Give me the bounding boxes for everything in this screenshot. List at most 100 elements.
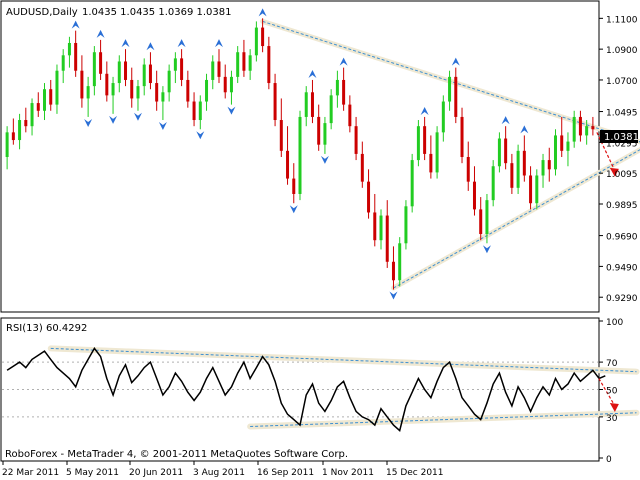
candle-body <box>124 61 128 80</box>
candle-body <box>99 52 103 74</box>
candle-body <box>130 79 134 99</box>
candle-body <box>61 55 65 71</box>
candle-body <box>86 86 90 99</box>
candle-body <box>167 70 171 93</box>
candle-body <box>36 103 40 111</box>
candle-body <box>348 104 352 127</box>
rsi-forecast-line <box>598 378 616 407</box>
fractal-up-marker <box>71 20 80 29</box>
fractal-up-marker <box>501 116 510 125</box>
candle-body <box>55 70 59 105</box>
rsi-lower-trendline <box>250 412 637 427</box>
candle-body <box>472 181 476 210</box>
candle-body <box>18 120 22 141</box>
candle-body <box>248 55 252 71</box>
x-tick-label: 5 May 2011 <box>66 468 119 478</box>
candle-body <box>292 178 296 194</box>
candle-body <box>229 76 233 93</box>
candle-body <box>323 123 327 145</box>
fractal-down-marker <box>109 115 118 124</box>
candle-body <box>510 163 514 188</box>
rsi-trendlines <box>47 345 640 430</box>
fractal-down-marker <box>227 106 236 115</box>
candle-body <box>317 116 321 145</box>
candle-body <box>367 181 371 213</box>
candle-body <box>379 215 383 241</box>
y-tick-label: 0.9290 <box>606 294 638 304</box>
candle-body <box>211 61 215 80</box>
candle-body <box>441 101 445 133</box>
x-tick-label: 1 Nov 2011 <box>322 468 374 478</box>
forecast-arrowhead <box>609 167 619 177</box>
candle-body <box>242 52 246 71</box>
fractal-up-marker <box>258 8 267 17</box>
x-tick-label: 20 Jun 2011 <box>129 468 183 478</box>
candle-body <box>560 135 564 151</box>
rsi-y-tick-label: 50 <box>606 387 618 397</box>
current-price-box <box>600 130 638 143</box>
price-candles <box>5 18 595 290</box>
candle-body <box>385 215 389 262</box>
fractal-up-marker <box>214 39 223 48</box>
rsi-forecast-arrowhead <box>609 402 619 412</box>
y-tick-label: 0.9690 <box>606 233 638 243</box>
candle-body <box>11 132 15 141</box>
candle-body <box>416 126 420 161</box>
candle-body <box>479 209 483 235</box>
candle-body <box>454 76 458 117</box>
candle-body <box>541 160 545 176</box>
lower-trendline <box>393 149 640 289</box>
candle-body <box>429 153 433 173</box>
candle-body <box>410 160 414 207</box>
candle-body <box>504 138 508 164</box>
candle-body <box>24 120 28 127</box>
candle-body <box>423 126 427 154</box>
current-price-label: 1.0381 <box>604 132 639 143</box>
candle-body <box>566 141 570 151</box>
candle-body <box>585 126 589 136</box>
y-tick-label: 0.9490 <box>606 263 638 273</box>
fractal-down-marker <box>320 155 329 164</box>
candle-body <box>136 86 140 99</box>
candle-body <box>217 61 221 77</box>
fractal-markers <box>71 8 529 300</box>
candle-body <box>49 89 53 105</box>
candle-body <box>30 103 34 127</box>
candle-body <box>173 58 177 71</box>
candle-body <box>5 132 9 157</box>
rsi-title: RSI(13) 60.4292 <box>6 323 87 334</box>
fractal-down-marker <box>158 122 167 131</box>
fractal-down-marker <box>389 291 398 300</box>
candle-body <box>547 160 551 170</box>
rsi-forecast-arrow <box>598 378 619 412</box>
candle-body <box>460 116 464 157</box>
y-tick-label: 0.9895 <box>606 201 638 211</box>
candle-body <box>553 135 557 170</box>
y-tick-label: 1.0295 <box>606 139 638 149</box>
fractal-up-marker <box>96 29 105 38</box>
x-tick-label: 22 Mar 2011 <box>2 468 59 478</box>
candle-body <box>186 79 190 102</box>
fractal-down-marker <box>133 112 142 121</box>
y-tick-label: 1.0900 <box>606 46 638 56</box>
candle-body <box>273 83 277 121</box>
candle-body <box>254 27 258 56</box>
candle-body <box>117 61 121 84</box>
rsi-y-tick-label: 0 <box>606 455 612 465</box>
forecast-arrow <box>596 132 619 177</box>
rsi-y-axis: 100 70 50 30 0 <box>599 318 623 465</box>
candle-body <box>329 95 333 124</box>
candle-body <box>111 83 115 96</box>
x-tick-label: 16 Sep 2011 <box>257 468 314 478</box>
fractal-up-marker <box>308 69 317 78</box>
candle-body <box>466 157 470 182</box>
candle-body <box>404 206 408 244</box>
candle-body <box>92 52 96 87</box>
candle-body <box>267 46 271 84</box>
candle-body <box>279 120 283 151</box>
candle-body <box>578 116 582 136</box>
candle-body <box>192 101 196 121</box>
candle-body <box>80 70 84 99</box>
candle-body <box>198 101 202 121</box>
